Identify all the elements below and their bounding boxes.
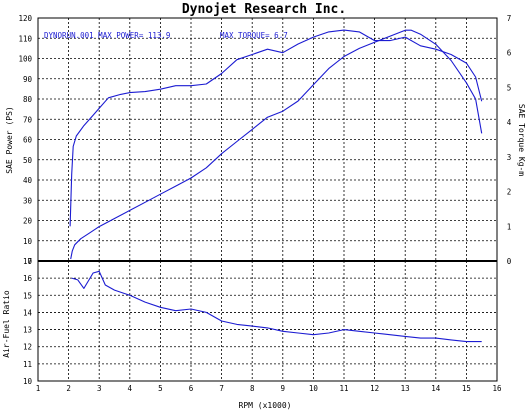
rpm-tick-label: 8 <box>250 384 255 393</box>
plot-frame <box>37 17 498 382</box>
torque-tick-label: 4 <box>507 118 512 127</box>
power-tick-label: 60 <box>23 136 33 145</box>
y-axis-label-power: SAE Power (PS) <box>5 106 14 173</box>
rpm-tick-label: 6 <box>189 384 194 393</box>
y-axis-label-torque: SAE Torque Kg-m <box>517 104 526 176</box>
afr-tick-label: 14 <box>23 308 33 317</box>
torque-curve <box>69 29 483 227</box>
afr-tick-label: 12 <box>23 343 32 352</box>
rpm-tick-label: 10 <box>309 384 319 393</box>
afr-tick-label: 13 <box>23 326 32 335</box>
rpm-tick-label: 16 <box>492 384 502 393</box>
air-fuel-ratio-curve <box>71 270 482 343</box>
rpm-tick-label: 2 <box>66 384 71 393</box>
power-tick-label: 10 <box>23 237 33 246</box>
power-tick-label: 90 <box>23 75 33 84</box>
power-tick-label: 20 <box>23 217 33 226</box>
rpm-tick-label: 4 <box>128 384 133 393</box>
power-torque-grid <box>37 17 498 262</box>
data-series <box>69 29 483 343</box>
torque-annotation: MAX TORQUE= 6.7 <box>220 31 288 40</box>
power-curve <box>70 29 483 260</box>
x-axis-label: RPM (x1000) <box>239 401 292 410</box>
torque-tick-label: 6 <box>507 49 512 58</box>
power-tick-label: 80 <box>23 95 33 104</box>
torque-tick-label: 3 <box>507 153 512 162</box>
rpm-tick-label: 11 <box>339 384 348 393</box>
y-axis-label-afr: Air-Fuel Ratio <box>2 290 11 358</box>
rpm-tick-label: 14 <box>431 384 441 393</box>
power-tick-label: 70 <box>23 115 33 124</box>
torque-tick-label: 2 <box>507 188 512 197</box>
power-tick-label: 30 <box>23 196 33 205</box>
afr-grid <box>37 260 498 382</box>
power-tick-label: 0 <box>27 257 32 266</box>
afr-tick-label: 11 <box>23 360 32 369</box>
run-annotation: DYNORUN.001 MAX POWER= 113.9 <box>44 31 170 40</box>
power-tick-label: 40 <box>23 176 33 185</box>
torque-tick-label: 7 <box>507 14 512 23</box>
rpm-tick-label: 12 <box>370 384 379 393</box>
rpm-tick-label: 3 <box>97 384 102 393</box>
power-tick-label: 110 <box>18 34 32 43</box>
rpm-tick-label: 9 <box>281 384 286 393</box>
rpm-tick-label: 13 <box>401 384 410 393</box>
power-torque-tick-labels: 0 10 20 30 40 50 60 70 80 90 100 110 120 0 1 2 3 4 5 6 7 <box>18 14 511 266</box>
rpm-tick-label: 1 <box>36 384 41 393</box>
afr-tick-label: 17 <box>23 257 32 266</box>
torque-tick-label: 1 <box>507 222 512 231</box>
afr-tick-label: 16 <box>23 274 33 283</box>
torque-tick-label: 5 <box>507 83 512 92</box>
rpm-tick-label: 15 <box>462 384 471 393</box>
power-tick-label: 50 <box>23 156 33 165</box>
power-tick-label: 100 <box>18 55 32 64</box>
rpm-tick-label: 5 <box>158 384 163 393</box>
power-tick-label: 120 <box>18 14 32 23</box>
afr-tick-label: 15 <box>23 291 32 300</box>
afr-tick-label: 10 <box>23 377 33 386</box>
torque-tick-label: 0 <box>507 257 512 266</box>
chart-title: Dynojet Research Inc. <box>182 2 346 17</box>
rpm-tick-label: 7 <box>219 384 224 393</box>
